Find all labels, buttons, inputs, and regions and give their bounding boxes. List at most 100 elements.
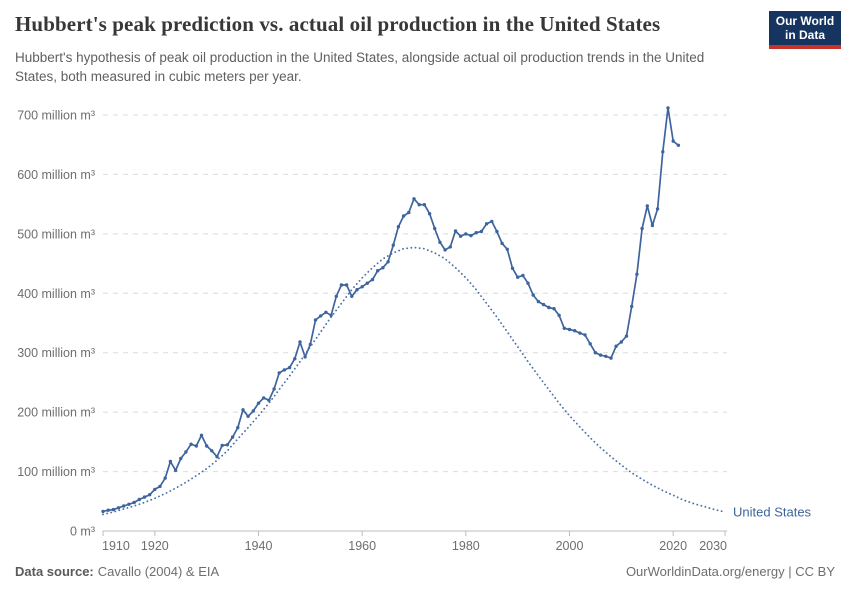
data-point-marker <box>458 234 463 238</box>
data-point-marker <box>210 449 214 453</box>
owid-logo: Our World in Data <box>769 11 841 49</box>
data-point-marker <box>277 371 281 375</box>
y-axis-tick-label: 700 million m³ <box>17 109 95 123</box>
data-point-marker <box>158 484 162 489</box>
data-source-value: Cavallo (2004) & EIA <box>97 564 220 579</box>
credit-line: OurWorldinData.org/energy | CC BY <box>625 564 835 579</box>
data-point-marker <box>298 340 302 344</box>
data-point-marker <box>536 299 541 304</box>
data-point-marker <box>230 435 235 439</box>
data-point-marker <box>500 241 504 246</box>
data-point-marker <box>365 281 369 285</box>
data-point-marker <box>552 307 556 311</box>
data-point-marker <box>205 444 209 448</box>
data-point-marker <box>521 273 525 278</box>
chart-footer: Data source: Cavallo (2004) & EIA OurWorl… <box>15 564 835 579</box>
data-point-marker <box>505 247 509 251</box>
y-axis-tick-label: 600 million m³ <box>17 168 95 182</box>
y-axis-tick-label: 500 million m³ <box>17 227 95 241</box>
data-point-marker <box>246 414 250 418</box>
y-axis-tick-label: 400 million m³ <box>17 287 95 301</box>
x-axis-tick-label: 2030 <box>699 539 727 553</box>
data-source: Data source: Cavallo (2004) & EIA <box>15 564 219 579</box>
data-point-marker <box>236 425 240 430</box>
data-point-marker <box>122 504 126 508</box>
data-point-marker <box>282 368 287 372</box>
data-point-marker <box>370 277 375 282</box>
data-point-marker <box>262 396 266 400</box>
data-point-marker <box>407 210 411 215</box>
data-point-marker <box>350 294 354 298</box>
data-point-marker <box>272 387 276 391</box>
data-point-marker <box>635 272 639 276</box>
data-point-marker <box>225 443 230 447</box>
data-point-marker <box>598 353 603 357</box>
data-point-marker <box>189 442 193 446</box>
data-point-marker <box>676 143 681 147</box>
data-point-marker <box>381 266 385 270</box>
data-point-marker <box>495 229 499 234</box>
data-point-marker <box>433 226 437 231</box>
data-point-marker <box>116 506 121 510</box>
data-point-marker <box>490 219 494 224</box>
actual-production-line <box>102 107 679 513</box>
data-point-marker <box>645 204 649 208</box>
data-point-marker <box>401 214 406 218</box>
x-axis-tick-label: 1960 <box>348 539 376 553</box>
data-point-marker <box>484 222 489 226</box>
x-axis-tick-label: 1940 <box>245 539 273 553</box>
data-point-marker <box>391 243 395 247</box>
y-axis-tick-label: 100 million m³ <box>17 465 95 479</box>
data-point-marker <box>194 444 198 448</box>
data-point-marker <box>329 313 333 317</box>
data-point-marker <box>355 288 359 292</box>
data-point-marker <box>142 495 147 499</box>
data-point-marker <box>650 223 655 228</box>
owid-logo-line2: in Data <box>784 28 825 42</box>
data-point-marker <box>287 365 292 370</box>
data-point-marker <box>319 314 323 318</box>
data-point-marker <box>427 212 432 216</box>
data-point-marker <box>137 497 141 502</box>
data-point-marker <box>578 331 582 335</box>
data-point-marker <box>593 351 598 355</box>
page-subtitle: Hubbert's hypothesis of peak oil product… <box>15 50 705 84</box>
data-point-marker <box>111 507 116 512</box>
data-point-marker <box>132 500 136 505</box>
data-point-marker <box>179 456 183 461</box>
data-point-marker <box>412 197 416 201</box>
series-end-label: United States <box>733 504 812 519</box>
data-point-marker <box>324 310 328 314</box>
data-point-marker <box>101 509 105 514</box>
x-axis-tick-label: 1920 <box>141 539 169 553</box>
data-point-marker <box>666 106 670 110</box>
data-point-marker <box>127 502 131 506</box>
data-point-marker <box>479 229 484 234</box>
data-point-marker <box>464 232 468 236</box>
data-point-marker <box>624 334 629 338</box>
page-title: Hubbert's peak prediction vs. actual oil… <box>15 12 661 36</box>
data-point-marker <box>106 508 110 512</box>
data-point-marker <box>474 231 478 235</box>
data-source-label: Data source: <box>15 564 94 579</box>
data-point-marker <box>655 207 660 211</box>
data-point-marker <box>267 398 271 402</box>
data-point-marker <box>583 333 587 337</box>
data-point-marker <box>443 248 447 252</box>
data-point-marker <box>547 305 551 310</box>
data-point-marker <box>531 293 535 297</box>
x-axis-tick-label: 1910 <box>102 539 130 553</box>
y-axis-tick-label: 0 m³ <box>70 525 95 539</box>
data-point-marker <box>588 342 592 346</box>
data-point-marker <box>619 340 623 344</box>
data-point-marker <box>604 354 608 358</box>
data-point-marker <box>220 443 224 448</box>
x-axis-tick-label: 2000 <box>556 539 584 553</box>
data-point-marker <box>376 269 380 273</box>
data-point-marker <box>516 275 520 279</box>
x-axis-tick-label: 1980 <box>452 539 480 553</box>
data-point-marker <box>303 355 307 359</box>
data-point-marker <box>630 304 634 309</box>
